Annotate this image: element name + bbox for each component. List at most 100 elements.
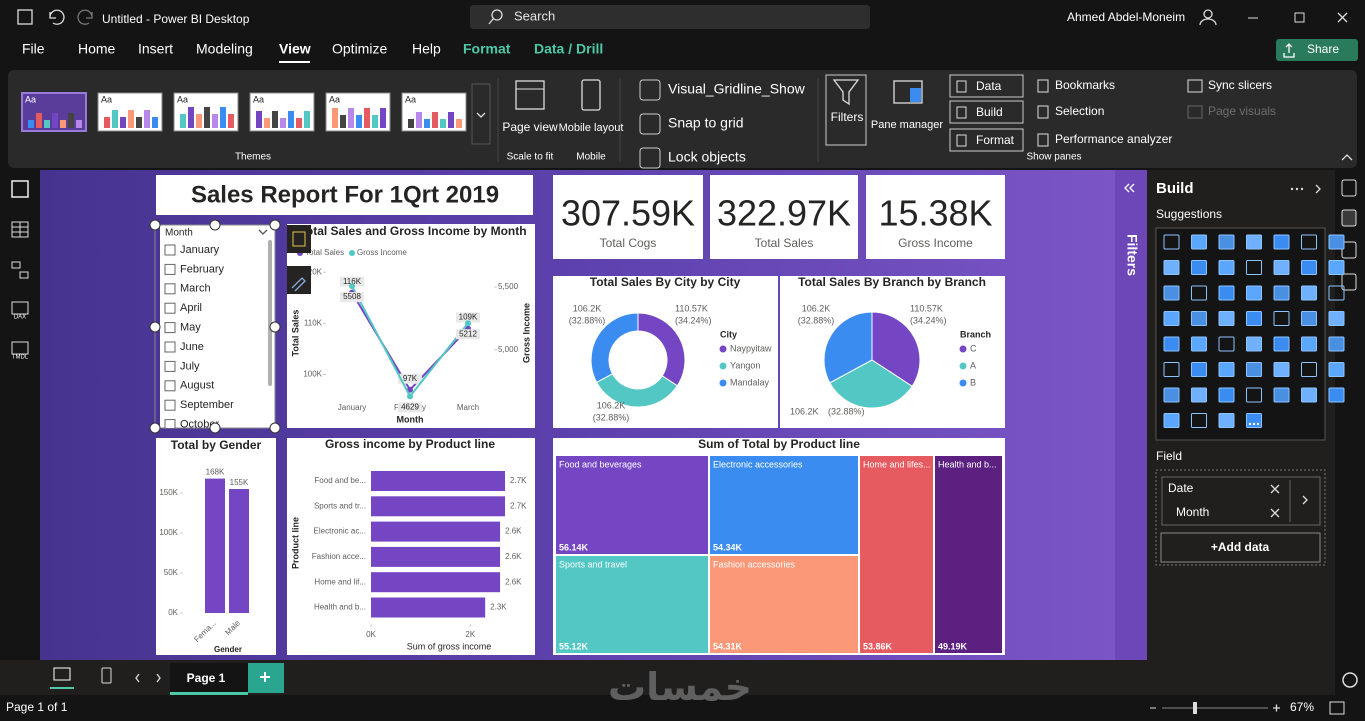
pane-toggle-icon[interactable] — [1341, 179, 1357, 197]
visual-type-icon[interactable] — [1191, 311, 1207, 326]
pane-button[interactable] — [949, 128, 1024, 152]
nav-model[interactable] — [11, 261, 21, 269]
treemap-tile[interactable] — [710, 456, 858, 554]
pane-button[interactable] — [949, 74, 1024, 98]
visual-type-icon[interactable] — [1328, 285, 1345, 301]
visual-type-icon[interactable] — [1191, 362, 1207, 377]
visual-type-icon[interactable] — [1273, 336, 1290, 352]
visual-type-icon[interactable] — [1246, 311, 1262, 326]
pane-link[interactable]: Selection — [1055, 104, 1104, 118]
slicer-item[interactable]: August — [180, 380, 214, 392]
ribbon-collapse[interactable] — [1341, 154, 1353, 161]
slicer-checkbox[interactable] — [164, 399, 176, 411]
page-view-icon[interactable] — [515, 80, 545, 110]
selection-handle[interactable] — [269, 422, 281, 434]
selection-handle[interactable] — [209, 219, 221, 231]
treemap-tile[interactable] — [710, 556, 858, 653]
slicer-checkbox[interactable] — [164, 419, 176, 430]
visual-type-icon[interactable] — [1246, 362, 1262, 377]
menu-tab[interactable]: Data / Drill — [534, 41, 603, 57]
visual-header-icon[interactable] — [287, 266, 311, 294]
mobile-view-icon[interactable] — [101, 667, 112, 684]
field-item[interactable]: Month — [1176, 505, 1209, 519]
slicer-checkbox[interactable] — [164, 283, 176, 295]
visual-type-icon[interactable] — [1163, 260, 1180, 275]
checkbox[interactable] — [639, 79, 661, 101]
visual-type-icon[interactable] — [1191, 336, 1207, 352]
pane-toggle-icon[interactable] — [1341, 241, 1357, 259]
visual-type-icon[interactable] — [1191, 285, 1207, 301]
slicer-item[interactable]: May — [180, 322, 201, 334]
save-icon[interactable] — [17, 9, 33, 25]
visual-type-icon[interactable] — [1328, 260, 1345, 275]
menu-tab[interactable]: Optimize — [332, 41, 387, 57]
visual-type-icon[interactable] — [1328, 387, 1345, 403]
slicer-checkbox[interactable] — [164, 244, 176, 256]
treemap-tile[interactable] — [556, 456, 708, 554]
checkbox-label[interactable]: Lock objects — [668, 149, 746, 165]
undo-icon[interactable] — [49, 9, 65, 25]
pane-link[interactable]: Performance analyzer — [1055, 132, 1172, 146]
pane-toggle-icon[interactable] — [1341, 209, 1357, 227]
slicer-checkbox[interactable] — [164, 263, 176, 275]
visual-type-icon[interactable] — [1218, 336, 1235, 352]
visual-type-icon[interactable] — [1218, 413, 1235, 428]
checkbox-label[interactable]: Visual_Gridline_Show — [668, 81, 806, 97]
page-view-button[interactable]: Page view — [502, 120, 558, 134]
sync-slicers-button[interactable]: Sync slicers — [1208, 78, 1272, 92]
menu-tab[interactable]: View — [279, 41, 311, 57]
visual-type-icon[interactable] — [1218, 260, 1235, 275]
add-data-button[interactable] — [1160, 532, 1321, 563]
visual-type-icon[interactable] — [1163, 336, 1180, 352]
selection-handle[interactable] — [149, 321, 161, 333]
visual-type-icon[interactable] — [1273, 311, 1290, 326]
checkbox[interactable] — [639, 147, 661, 169]
maximize-button[interactable] — [1294, 12, 1305, 23]
visual-type-icon[interactable] — [1163, 413, 1180, 428]
slicer-checkbox[interactable] — [164, 302, 176, 314]
visual-type-icon[interactable] — [1301, 362, 1317, 377]
expand-field[interactable] — [1302, 495, 1308, 505]
mobile-layout-button[interactable]: Mobile layout — [559, 122, 624, 134]
next-page[interactable] — [156, 673, 161, 683]
slicer-checkbox[interactable] — [164, 380, 176, 392]
visual-type-icon[interactable] — [1273, 387, 1290, 403]
share-button[interactable] — [1276, 39, 1358, 61]
visual-type-icon[interactable] — [1246, 336, 1262, 352]
visual-type-icon[interactable] — [1218, 285, 1235, 301]
slicer-item[interactable]: March — [180, 283, 211, 295]
slicer-item[interactable]: July — [180, 360, 200, 372]
settings-icon[interactable] — [1342, 672, 1358, 688]
menu-tab[interactable]: Format — [463, 41, 511, 57]
visual-type-icon[interactable] — [1163, 387, 1180, 403]
close-button[interactable] — [1337, 12, 1348, 23]
visual-type-icon[interactable] — [1246, 260, 1262, 275]
prev-page[interactable] — [135, 673, 140, 683]
visual-type-icon[interactable] — [1163, 362, 1180, 377]
slicer-checkbox[interactable] — [164, 322, 176, 334]
visual-type-icon[interactable] — [1246, 413, 1262, 428]
visual-type-icon[interactable] — [1163, 234, 1180, 250]
filters-pane-label[interactable]: Filters — [1124, 234, 1140, 276]
visual-type-icon[interactable] — [1328, 234, 1345, 250]
slicer-item[interactable]: January — [180, 244, 220, 256]
visual-type-icon[interactable] — [1218, 311, 1235, 326]
collapse-pane[interactable] — [1315, 184, 1321, 194]
visual-type-icon[interactable] — [1163, 311, 1180, 326]
checkbox-label[interactable]: Snap to grid — [668, 115, 744, 131]
themes-expand[interactable] — [471, 83, 491, 145]
desktop-view-icon[interactable] — [53, 667, 71, 681]
remove-field[interactable] — [1270, 508, 1280, 518]
visual-type-icon[interactable] — [1191, 413, 1207, 428]
visual-type-icon[interactable] — [1301, 387, 1317, 403]
visual-type-icon[interactable] — [1218, 234, 1235, 250]
visual-type-icon[interactable] — [1163, 285, 1180, 301]
visual-type-icon[interactable] — [1328, 336, 1345, 352]
visual-type-icon[interactable] — [1301, 234, 1317, 250]
checkbox[interactable] — [639, 113, 661, 135]
slicer-checkbox[interactable] — [164, 360, 176, 372]
visual-type-icon[interactable] — [1218, 387, 1235, 403]
visual-type-icon[interactable] — [1273, 285, 1290, 301]
mobile-layout-icon[interactable] — [581, 79, 601, 111]
slicer-item[interactable]: April — [180, 302, 202, 314]
